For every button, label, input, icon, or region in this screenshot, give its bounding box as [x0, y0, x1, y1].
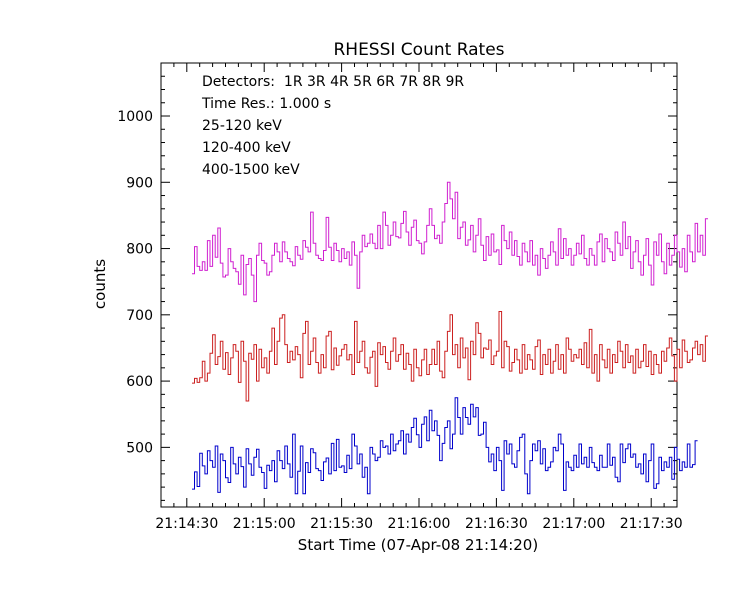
- y-axis-label: counts: [91, 259, 109, 309]
- chart-title: RHESSI Count Rates: [333, 40, 504, 60]
- series-line-120-400-kev: [192, 181, 708, 303]
- x-axis-ticks: 21:14:30 21:15:00 21:15:30 21:16:00 21:16:30…: [155, 63, 683, 532]
- x-tick-label: 21:15:30: [310, 516, 373, 532]
- series-lines: [192, 181, 708, 495]
- y-tick-label: 600: [126, 374, 153, 390]
- legend-series-400-1500-kev: 400-1500 keV: [202, 162, 300, 178]
- y-tick-label: 900: [126, 175, 153, 191]
- y-tick-label: 500: [126, 440, 153, 456]
- y-tick-label: 800: [126, 242, 153, 258]
- y-tick-label: 1000: [117, 109, 153, 125]
- legend-series-120-400-kev: 120-400 keV: [202, 140, 291, 156]
- x-axis-label: Start Time (07-Apr-08 21:14:20): [298, 536, 538, 554]
- x-tick-label: 21:15:00: [233, 516, 296, 532]
- time-res-text: Time Res.: 1.000 s: [201, 96, 331, 112]
- detectors-text: Detectors: 1R 3R 4R 5R 6R 7R 8R 9R: [202, 74, 464, 90]
- legend-series-25-120-kev: 25-120 keV: [202, 118, 282, 134]
- series-line-400-1500-kev: [192, 311, 708, 402]
- info-legend: Detectors: 1R 3R 4R 5R 6R 7R 8R 9R Time …: [201, 74, 464, 178]
- x-tick-label: 21:16:00: [388, 516, 451, 532]
- x-tick-label: 21:16:30: [465, 516, 528, 532]
- x-tick-label: 21:14:30: [155, 516, 218, 532]
- series-line-25-120-kev: [192, 397, 698, 495]
- y-axis-ticks: 500 600 700 800 900 1000: [117, 62, 677, 501]
- x-tick-label: 21:17:30: [620, 516, 683, 532]
- x-tick-label: 21:17:00: [542, 516, 605, 532]
- y-tick-label: 700: [126, 308, 153, 324]
